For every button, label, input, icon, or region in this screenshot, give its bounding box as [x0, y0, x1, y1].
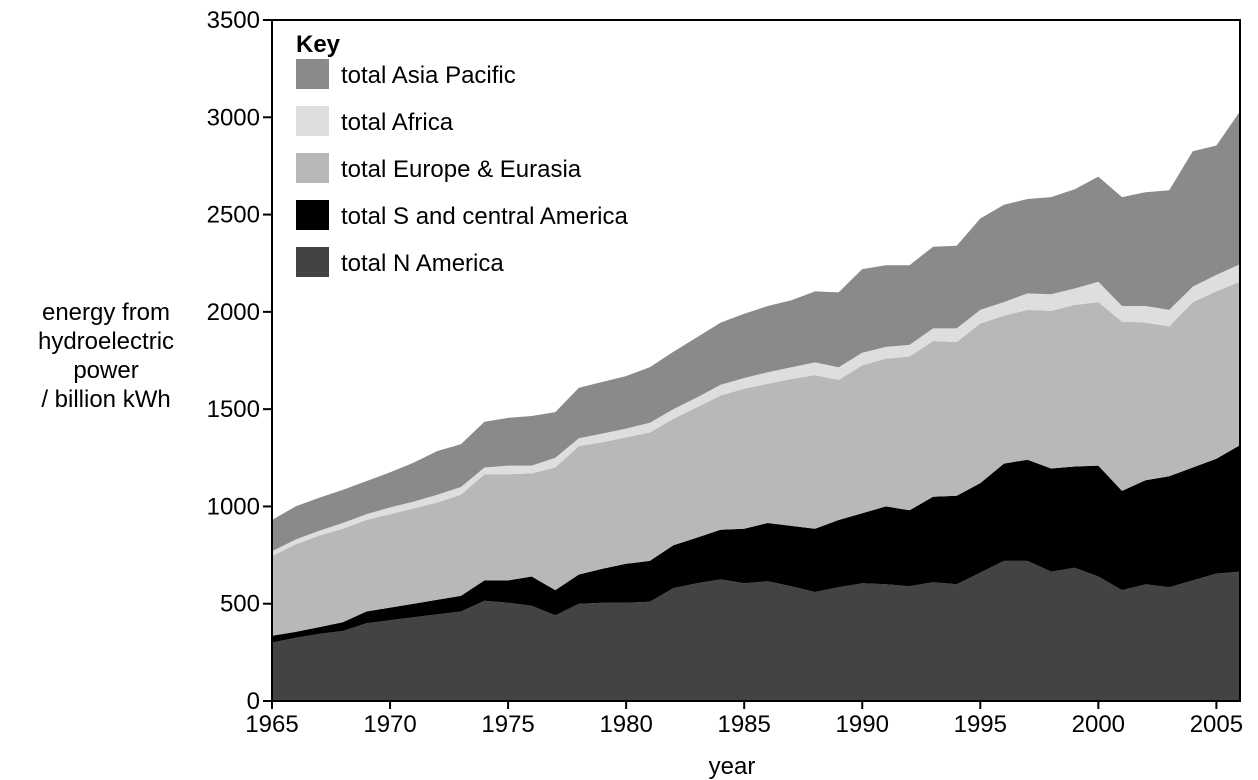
y-tick-label: 3500	[207, 7, 260, 34]
y-tick-label: 1000	[207, 493, 260, 520]
x-tick-label: 1985	[717, 711, 770, 738]
legend-label-total-asia-pacific: total Asia Pacific	[341, 62, 516, 89]
area-total-asia-pacific	[272, 111, 1240, 552]
legend-title: Key	[296, 31, 341, 58]
legend-swatch-total-africa	[296, 106, 329, 136]
x-tick-label: 2005	[1190, 711, 1243, 738]
y-tick-label: 1500	[207, 396, 260, 423]
chart-areas	[272, 111, 1240, 701]
legend: Key total Asia Pacific total Africa total …	[296, 31, 628, 277]
x-tick-label: 2000	[1072, 711, 1125, 738]
x-tick-label: 1990	[836, 711, 889, 738]
x-tick-label: 1995	[954, 711, 1007, 738]
x-tick-label: 1965	[245, 711, 298, 738]
area-total-europe-and-eurasia	[272, 281, 1240, 636]
y-axis-title-line: power	[73, 357, 138, 384]
area-total-n-america	[272, 560, 1240, 701]
x-axis-title: year	[709, 753, 756, 780]
legend-swatch-total-asia-pacific	[296, 59, 329, 89]
legend-label-total-n-america: total N America	[341, 250, 504, 277]
legend-label-total-europe-and-eurasia: total Europe & Eurasia	[341, 156, 582, 183]
y-axis-title-line: energy from	[42, 299, 170, 326]
y-axis-title-line: / billion kWh	[41, 386, 170, 413]
plot-area-frame	[271, 19, 1241, 702]
area-total-s-and-central-america	[272, 445, 1240, 643]
legend-swatch-total-n-america	[296, 247, 329, 277]
legend-swatch-total-s-and-central-america	[296, 200, 329, 230]
legend-label-total-s-and-central-america: total S and central America	[341, 203, 628, 230]
legend-swatch-total-europe-and-eurasia	[296, 153, 329, 183]
y-tick-label: 0	[247, 688, 260, 715]
legend-label-total-africa: total Africa	[341, 109, 454, 136]
y-tick-label: 500	[220, 591, 260, 618]
x-tick-label: 1980	[599, 711, 652, 738]
x-tick-label: 1970	[363, 711, 416, 738]
axis-ticks: 0 500 1000 1500 2000 2500 3000 3500 1965 1970 1975…	[207, 7, 1243, 738]
y-axis-title-line: hydroelectric	[38, 328, 174, 355]
y-tick-label: 2500	[207, 202, 260, 229]
x-tick-label: 1975	[481, 711, 534, 738]
y-tick-label: 3000	[207, 104, 260, 131]
y-tick-label: 2000	[207, 299, 260, 326]
